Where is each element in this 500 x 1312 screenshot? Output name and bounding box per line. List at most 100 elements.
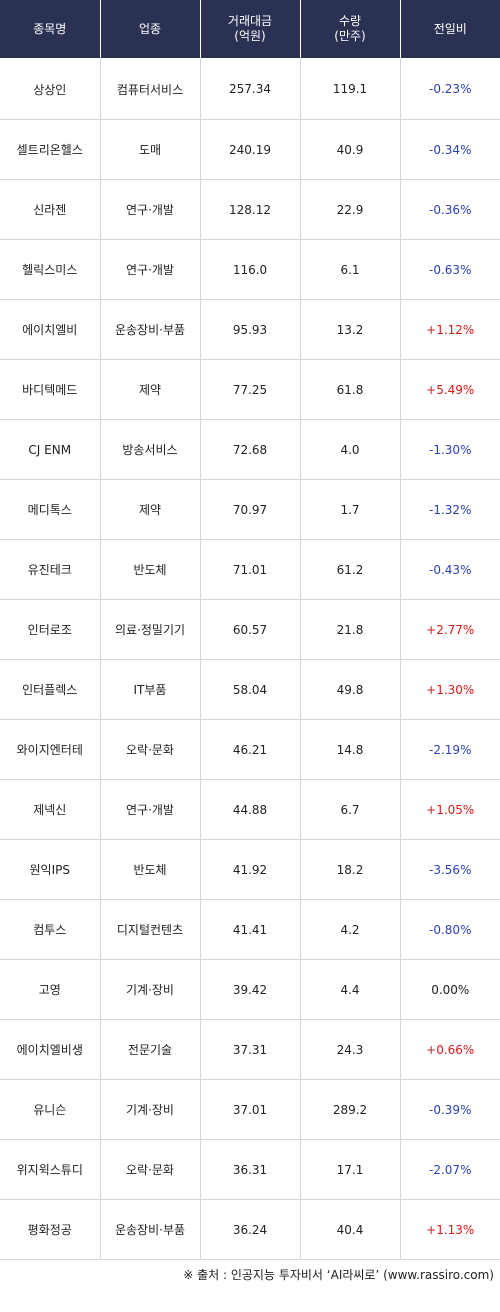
sector-cell: 반도체 <box>99 539 200 600</box>
table-row: 셀트리온헬스 도매 240.19 40.9 -0.34% <box>0 119 500 180</box>
stock-name-cell: 인터플렉스 <box>0 659 100 720</box>
volume-cell: 6.1 <box>299 239 400 300</box>
stock-name-cell: 위지윅스튜디 <box>0 1139 100 1200</box>
header-amount-unit: (억원) <box>234 29 266 43</box>
stock-name-cell: 평화정공 <box>0 1199 100 1260</box>
change-rate-cell: -1.30% <box>399 419 500 480</box>
change-rate-cell: -2.19% <box>399 719 500 780</box>
table-row: 평화정공 운송장비·부품 36.24 40.4 +1.13% <box>0 1199 500 1260</box>
header-row: 종목명 업종 거래대금 (억원) 수량 (만주) 전일비 <box>0 0 500 59</box>
table-row: 위지윅스튜디 오락·문화 36.31 17.1 -2.07% <box>0 1139 500 1200</box>
sector-cell: 운송장비·부품 <box>99 1199 200 1260</box>
table-row: 인터로조 의료·정밀기기 60.57 21.8 +2.77% <box>0 599 500 660</box>
volume-cell: 13.2 <box>299 299 400 360</box>
header-change: 전일비 <box>399 0 500 59</box>
source-footnote: ※ 출처 : 인공지능 투자비서 ‘AI라씨로’ (www.rassiro.co… <box>183 1268 494 1282</box>
stock-name-cell: 헬릭스미스 <box>0 239 100 300</box>
change-rate-cell: -0.39% <box>399 1079 500 1140</box>
stock-name-cell: 메디톡스 <box>0 479 100 540</box>
sector-cell: 기계·장비 <box>99 959 200 1020</box>
table-row: 에이치엘비생 전문기술 37.31 24.3 +0.66% <box>0 1019 500 1080</box>
change-rate-cell: -3.56% <box>399 839 500 900</box>
sector-cell: 제약 <box>99 479 200 540</box>
table-body: 상상인 컴퓨터서비스 257.34 119.1 -0.23% 셀트리온헬스 도매 240.19… <box>0 58 500 1260</box>
header-volume: 수량 (만주) <box>299 0 400 59</box>
change-rate-cell: -0.36% <box>399 179 500 240</box>
trading-amount-cell: 37.31 <box>199 1019 300 1080</box>
header-amount: 거래대금 (억원) <box>199 0 300 59</box>
table-row: 와이지엔터테 오락·문화 46.21 14.8 -2.19% <box>0 719 500 780</box>
volume-cell: 17.1 <box>299 1139 400 1200</box>
volume-cell: 14.8 <box>299 719 400 780</box>
header-sector: 업종 <box>99 0 200 59</box>
table-header: 종목명 업종 거래대금 (억원) 수량 (만주) 전일비 <box>0 0 500 59</box>
table-row: 유진테크 반도체 71.01 61.2 -0.43% <box>0 539 500 600</box>
change-rate-cell: +1.13% <box>399 1199 500 1260</box>
volume-cell: 61.8 <box>299 359 400 420</box>
change-rate-cell: +1.12% <box>399 299 500 360</box>
table-row: 컴투스 디지털컨텐츠 41.41 4.2 -0.80% <box>0 899 500 960</box>
sector-cell: 도매 <box>99 119 200 180</box>
table-row: 원익IPS 반도체 41.92 18.2 -3.56% <box>0 839 500 900</box>
sector-cell: 제약 <box>99 359 200 420</box>
table-row: 에이치엘비 운송장비·부품 95.93 13.2 +1.12% <box>0 299 500 360</box>
volume-cell: 22.9 <box>299 179 400 240</box>
table-row: 바디텍메드 제약 77.25 61.8 +5.49% <box>0 359 500 420</box>
trading-amount-cell: 60.57 <box>199 599 300 660</box>
sector-cell: IT부품 <box>99 659 200 720</box>
trading-amount-cell: 36.31 <box>199 1139 300 1200</box>
change-rate-cell: +5.49% <box>399 359 500 420</box>
volume-cell: 1.7 <box>299 479 400 540</box>
stock-name-cell: 셀트리온헬스 <box>0 119 100 180</box>
header-volume-title: 수량 <box>338 14 362 28</box>
sector-cell: 연구·개발 <box>99 239 200 300</box>
change-rate-cell: -2.07% <box>399 1139 500 1200</box>
table-row: CJ ENM 방송서비스 72.68 4.0 -1.30% <box>0 419 500 480</box>
table-row: 제넥신 연구·개발 44.88 6.7 +1.05% <box>0 779 500 840</box>
stock-name-cell: 유니슨 <box>0 1079 100 1140</box>
volume-cell: 49.8 <box>299 659 400 720</box>
change-rate-cell: -0.23% <box>399 58 500 120</box>
sector-cell: 의료·정밀기기 <box>99 599 200 660</box>
sector-cell: 전문기술 <box>99 1019 200 1080</box>
change-rate-cell: -1.32% <box>399 479 500 540</box>
stock-name-cell: CJ ENM <box>0 419 100 480</box>
trading-amount-cell: 77.25 <box>199 359 300 420</box>
sector-cell: 방송서비스 <box>99 419 200 480</box>
volume-cell: 4.2 <box>299 899 400 960</box>
table-row: 유니슨 기계·장비 37.01 289.2 -0.39% <box>0 1079 500 1140</box>
volume-cell: 40.9 <box>299 119 400 180</box>
stock-name-cell: 유진테크 <box>0 539 100 600</box>
volume-cell: 119.1 <box>299 58 400 120</box>
sector-cell: 연구·개발 <box>99 179 200 240</box>
trading-amount-cell: 44.88 <box>199 779 300 840</box>
stock-name-cell: 신라젠 <box>0 179 100 240</box>
sector-cell: 운송장비·부품 <box>99 299 200 360</box>
trading-amount-cell: 46.21 <box>199 719 300 780</box>
volume-cell: 24.3 <box>299 1019 400 1080</box>
trading-amount-cell: 36.24 <box>199 1199 300 1260</box>
table-row: 헬릭스미스 연구·개발 116.0 6.1 -0.63% <box>0 239 500 300</box>
trading-amount-cell: 71.01 <box>199 539 300 600</box>
change-rate-cell: +1.05% <box>399 779 500 840</box>
stock-name-cell: 바디텍메드 <box>0 359 100 420</box>
change-rate-cell: +0.66% <box>399 1019 500 1080</box>
table-row: 상상인 컴퓨터서비스 257.34 119.1 -0.23% <box>0 58 500 120</box>
stock-name-cell: 인터로조 <box>0 599 100 660</box>
stock-name-cell: 고영 <box>0 959 100 1020</box>
sector-cell: 반도체 <box>99 839 200 900</box>
trading-amount-cell: 39.42 <box>199 959 300 1020</box>
sector-cell: 오락·문화 <box>99 1139 200 1200</box>
stock-name-cell: 에이치엘비생 <box>0 1019 100 1080</box>
stock-name-cell: 상상인 <box>0 58 100 120</box>
stock-name-cell: 컴투스 <box>0 899 100 960</box>
change-rate-cell: 0.00% <box>399 959 500 1020</box>
table-row: 고영 기계·장비 39.42 4.4 0.00% <box>0 959 500 1020</box>
volume-cell: 40.4 <box>299 1199 400 1260</box>
change-rate-cell: -0.80% <box>399 899 500 960</box>
trading-amount-cell: 116.0 <box>199 239 300 300</box>
stock-name-cell: 와이지엔터테 <box>0 719 100 780</box>
table-row: 신라젠 연구·개발 128.12 22.9 -0.36% <box>0 179 500 240</box>
sector-cell: 오락·문화 <box>99 719 200 780</box>
trading-amount-cell: 128.12 <box>199 179 300 240</box>
